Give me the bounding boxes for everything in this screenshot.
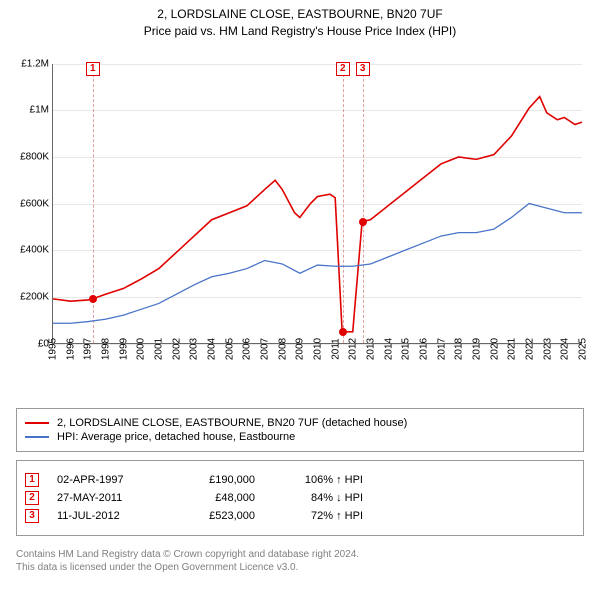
legend-label: 2, LORDSLAINE CLOSE, EASTBOURNE, BN20 7U… bbox=[57, 417, 407, 429]
attribution: Contains HM Land Registry data © Crown c… bbox=[8, 544, 592, 582]
event-pct: 72% ↑ HPI bbox=[273, 510, 363, 522]
title-line2: Price paid vs. HM Land Registry's House … bbox=[8, 23, 592, 40]
event-price: £48,000 bbox=[175, 492, 255, 504]
legend-swatch bbox=[25, 422, 49, 424]
legend-label: HPI: Average price, detached house, East… bbox=[57, 431, 295, 443]
event-badge: 1 bbox=[25, 473, 39, 487]
event-pct: 84% ↓ HPI bbox=[273, 492, 363, 504]
y-tick-label: £1M bbox=[30, 105, 49, 116]
event-date: 27-MAY-2011 bbox=[57, 492, 157, 504]
event-badge: 3 bbox=[25, 509, 39, 523]
event-row: 3 11-JUL-2012 £523,000 72% ↑ HPI bbox=[25, 509, 575, 523]
event-price: £190,000 bbox=[175, 474, 255, 486]
event-date: 11-JUL-2012 bbox=[57, 510, 157, 522]
chart-title-block: 2, LORDSLAINE CLOSE, EASTBOURNE, BN20 7U… bbox=[8, 6, 592, 40]
legend-item: 2, LORDSLAINE CLOSE, EASTBOURNE, BN20 7U… bbox=[25, 417, 575, 429]
y-tick-label: £1.2M bbox=[21, 58, 49, 69]
attribution-line1: Contains HM Land Registry data © Crown c… bbox=[16, 548, 584, 561]
series-price_paid bbox=[53, 96, 582, 331]
event-dot bbox=[359, 218, 367, 226]
event-dot bbox=[89, 295, 97, 303]
chart-area: £0£200K£400K£600K£800K£1M£1.2M1995199619… bbox=[8, 44, 592, 404]
y-tick-label: £600K bbox=[20, 198, 49, 209]
plot-region: £0£200K£400K£600K£800K£1M£1.2M1995199619… bbox=[52, 64, 582, 344]
title-line1: 2, LORDSLAINE CLOSE, EASTBOURNE, BN20 7U… bbox=[8, 6, 592, 23]
event-row: 2 27-MAY-2011 £48,000 84% ↓ HPI bbox=[25, 491, 575, 505]
series-hpi bbox=[53, 203, 582, 323]
y-tick-label: £800K bbox=[20, 151, 49, 162]
legend-item: HPI: Average price, detached house, East… bbox=[25, 431, 575, 443]
event-date: 02-APR-1997 bbox=[57, 474, 157, 486]
legend-swatch bbox=[25, 436, 49, 438]
event-pct: 106% ↑ HPI bbox=[273, 474, 363, 486]
attribution-line2: This data is licensed under the Open Gov… bbox=[16, 561, 584, 574]
events-table: 1 02-APR-1997 £190,000 106% ↑ HPI 2 27-MAY-20… bbox=[16, 460, 584, 536]
y-tick-label: £400K bbox=[20, 245, 49, 256]
event-price: £523,000 bbox=[175, 510, 255, 522]
y-tick-label: £200K bbox=[20, 291, 49, 302]
event-row: 1 02-APR-1997 £190,000 106% ↑ HPI bbox=[25, 473, 575, 487]
event-dot bbox=[339, 328, 347, 336]
legend: 2, LORDSLAINE CLOSE, EASTBOURNE, BN20 7U… bbox=[16, 408, 584, 452]
event-badge: 2 bbox=[25, 491, 39, 505]
series-svg bbox=[53, 64, 582, 343]
